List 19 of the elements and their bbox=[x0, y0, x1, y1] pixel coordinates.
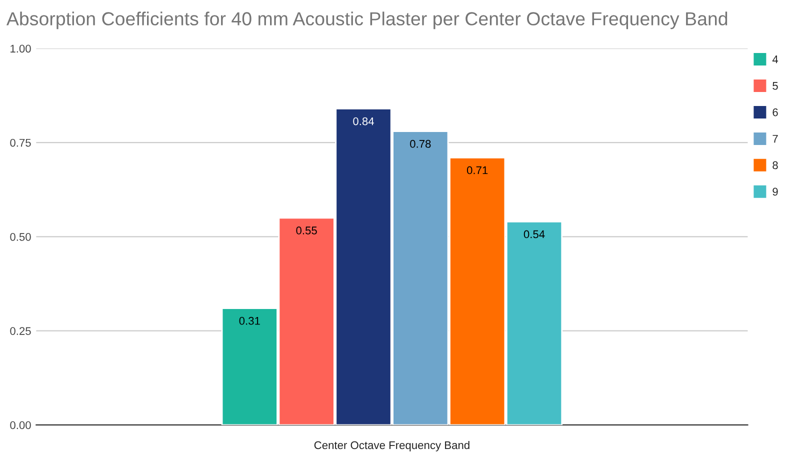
x-axis-title: Center Octave Frequency Band bbox=[314, 440, 470, 452]
y-tick-label: 0.25 bbox=[10, 327, 31, 335]
data-label: 0.54 bbox=[524, 230, 545, 238]
data-label: 0.78 bbox=[410, 140, 431, 148]
y-tick-label: 1.00 bbox=[10, 44, 31, 53]
data-label: 0.71 bbox=[466, 166, 488, 174]
legend-label: 7 bbox=[772, 134, 778, 143]
legend-label: 6 bbox=[772, 108, 778, 116]
data-label: 0.55 bbox=[296, 226, 317, 234]
data-label: 0.84 bbox=[353, 117, 374, 126]
y-tick-label: 0.50 bbox=[10, 232, 31, 241]
y-tick-label: 0.75 bbox=[10, 138, 31, 147]
legend-label: 4 bbox=[772, 56, 778, 64]
legend-label: 5 bbox=[772, 82, 778, 90]
legend-label: 8 bbox=[772, 161, 778, 170]
legend-label: 9 bbox=[772, 188, 778, 196]
chart-title: Absorption Coefficients for 40 mm Acoustic Plaster per Center Octave Frequency Band bbox=[6, 12, 728, 30]
y-tick-label: 0.00 bbox=[10, 421, 31, 430]
data-label: 0.31 bbox=[239, 316, 260, 325]
